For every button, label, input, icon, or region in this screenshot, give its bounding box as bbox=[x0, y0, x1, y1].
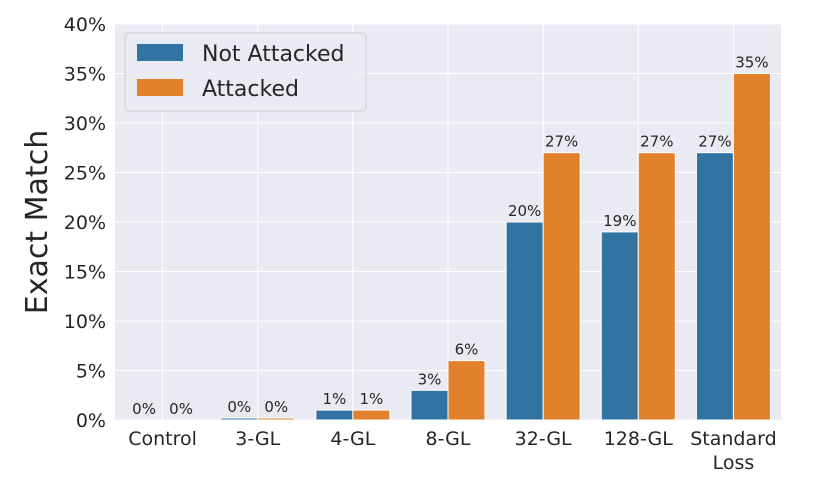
bar-not-attacked bbox=[315, 409, 354, 421]
data-label-attacked: 27% bbox=[545, 133, 578, 151]
y-tick-label: 15% bbox=[64, 262, 106, 284]
bar-attacked bbox=[257, 417, 296, 421]
data-label-attacked: 0% bbox=[264, 398, 288, 416]
x-tick-label: Control bbox=[128, 428, 197, 450]
x-tick-label: Loss bbox=[713, 452, 755, 474]
data-label-not-attacked: 0% bbox=[227, 398, 251, 416]
y-tick-label: 0% bbox=[76, 410, 106, 432]
x-axis-ticks: Control 3-GL 4-GL 8-GL 32-GL 128-GL StandardLo… bbox=[128, 428, 776, 474]
bar-not-attacked bbox=[220, 417, 259, 421]
y-tick-label: 25% bbox=[64, 163, 106, 185]
legend-label-not-attacked: Not Attacked bbox=[202, 42, 344, 67]
y-axis-ticks: 0% 5% 10% 15% 20% 25% 30% 35% 40% bbox=[64, 14, 106, 432]
data-label-attacked: 1% bbox=[359, 390, 383, 408]
y-axis-label: Exact Match bbox=[20, 130, 55, 314]
y-tick-label: 30% bbox=[64, 113, 106, 135]
legend-swatch-attacked bbox=[137, 79, 183, 96]
legend-swatch-not-attacked bbox=[137, 44, 183, 61]
bar-attacked bbox=[447, 360, 486, 421]
bar-not-attacked bbox=[695, 152, 734, 421]
y-tick-label: 5% bbox=[76, 361, 106, 383]
data-label-attacked: 6% bbox=[455, 341, 479, 359]
legend-box bbox=[124, 32, 367, 112]
bar-attacked bbox=[637, 152, 676, 421]
x-tick-label: 3-GL bbox=[235, 428, 280, 450]
data-label-attacked: 0% bbox=[169, 400, 193, 418]
bar-attacked bbox=[352, 409, 391, 421]
y-tick-label: 10% bbox=[64, 311, 106, 333]
data-label-attacked: 27% bbox=[640, 133, 673, 151]
data-label-not-attacked: 0% bbox=[132, 400, 156, 418]
legend: Not Attacked Attacked bbox=[124, 32, 367, 112]
bar-not-attacked bbox=[600, 231, 639, 421]
data-label-attacked: 35% bbox=[735, 54, 768, 72]
bar-attacked bbox=[542, 152, 581, 421]
y-tick-label: 20% bbox=[64, 212, 106, 234]
data-label-not-attacked: 3% bbox=[418, 370, 442, 388]
data-label-not-attacked: 27% bbox=[698, 133, 731, 151]
data-labels: 0% 0% 1% 3% 20% 19% 27% 0% 0% 1% 6% 27% 27% 35% bbox=[132, 54, 768, 419]
bar-attacked bbox=[732, 73, 771, 421]
x-tick-label: Standard bbox=[690, 428, 776, 450]
data-label-not-attacked: 19% bbox=[603, 212, 636, 230]
bar-not-attacked bbox=[505, 221, 544, 421]
legend-label-attacked: Attacked bbox=[202, 77, 299, 102]
data-label-not-attacked: 20% bbox=[508, 202, 541, 220]
x-tick-label: 128-GL bbox=[604, 428, 674, 450]
data-label-not-attacked: 1% bbox=[322, 390, 346, 408]
x-tick-label: 32-GL bbox=[515, 428, 572, 450]
bar-not-attacked bbox=[410, 389, 449, 421]
y-tick-label: 40% bbox=[64, 14, 106, 36]
bars bbox=[220, 73, 771, 421]
x-tick-label: 8-GL bbox=[426, 428, 471, 450]
y-tick-label: 35% bbox=[64, 64, 106, 86]
x-tick-label: 4-GL bbox=[330, 428, 375, 450]
